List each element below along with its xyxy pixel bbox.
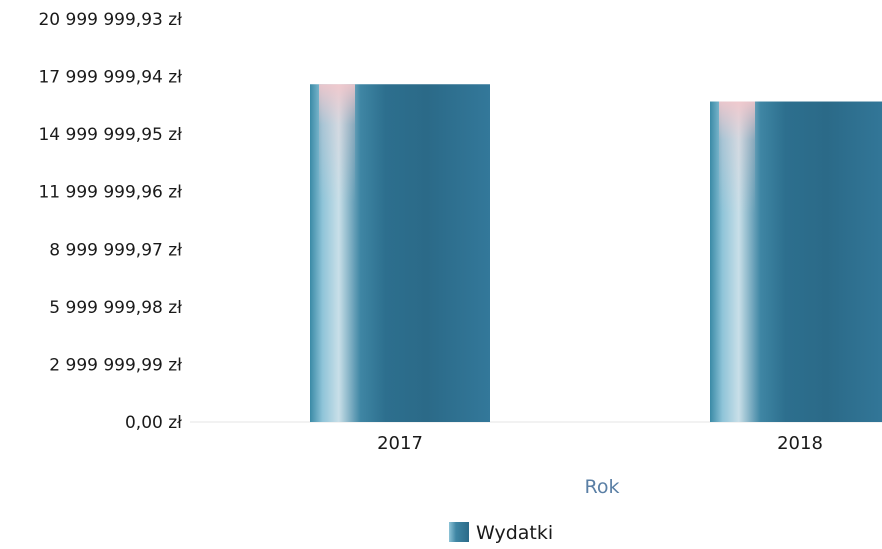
y-tick-label: 2 999 999,99 zł — [49, 355, 182, 375]
y-tick-label: 14 999 999,95 zł — [38, 125, 182, 145]
x-tick-label: 2017 — [377, 433, 423, 454]
x-axis-ticks: 2017 2018 — [377, 433, 823, 454]
y-tick-label: 20 999 999,93 zł — [38, 10, 182, 30]
bar-highlight — [719, 101, 755, 422]
x-tick-label: 2018 — [777, 433, 823, 454]
legend: Wydatki — [449, 522, 553, 544]
y-tick-label: 8 999 999,97 zł — [49, 240, 182, 260]
legend-label: Wydatki — [476, 522, 553, 544]
y-axis-ticks: 0,00 zł 2 999 999,99 zł 5 999 999,98 zł 8 9… — [38, 10, 182, 433]
y-tick-label: 5 999 999,98 zł — [49, 298, 182, 318]
bars — [310, 84, 882, 422]
y-tick-label: 0,00 zł — [125, 413, 182, 433]
bar-highlight — [319, 84, 355, 422]
legend-swatch — [449, 522, 469, 542]
y-tick-label: 17 999 999,94 zł — [38, 68, 182, 88]
x-axis-title: Rok — [585, 476, 620, 498]
y-tick-label: 11 999 999,96 zł — [38, 183, 182, 203]
